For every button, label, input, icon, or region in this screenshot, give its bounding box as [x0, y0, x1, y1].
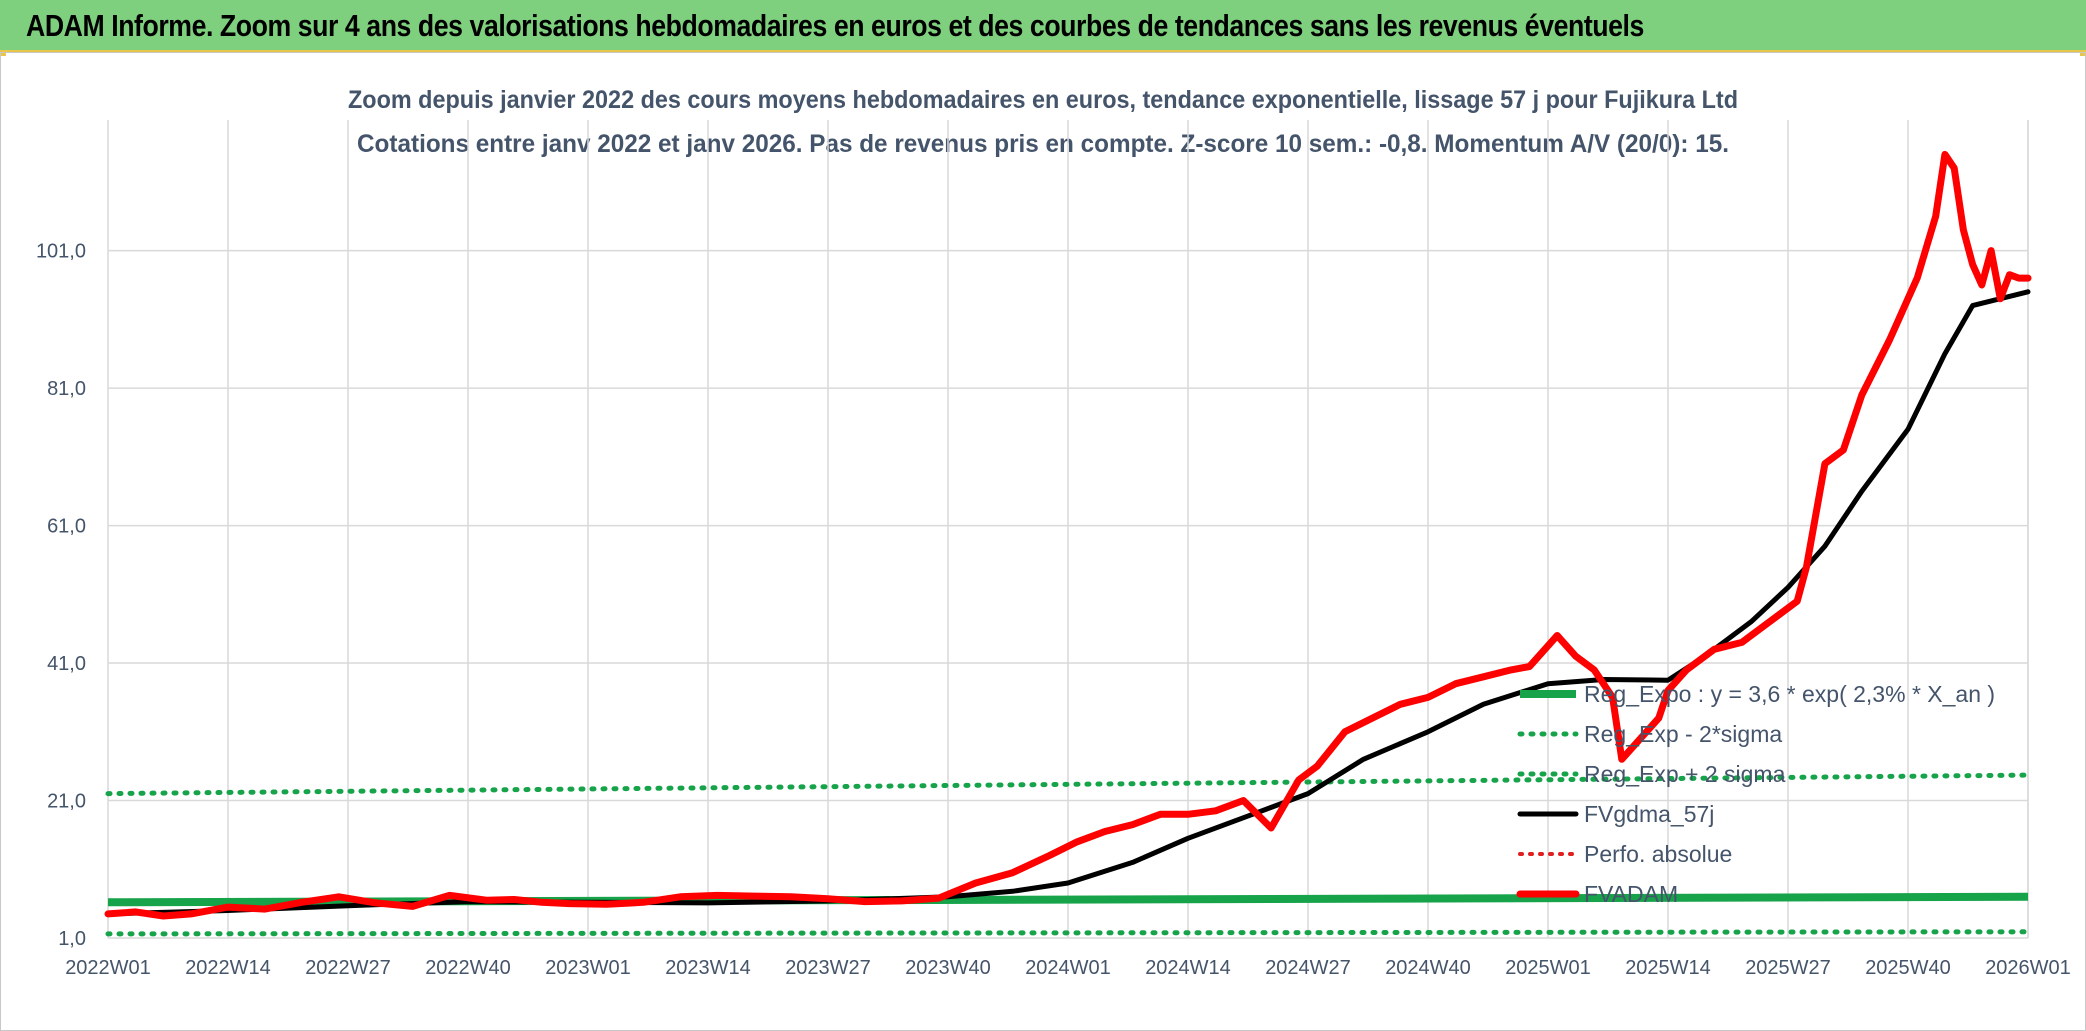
legend-label: Reg_Exp - 2*sigma: [1584, 721, 1782, 747]
series-line-2: [105, 772, 2031, 797]
x-tick-label: 2025W27: [1745, 957, 1831, 979]
legend-label: FVADAM: [1584, 881, 1678, 907]
y-tick-label: 21,0: [47, 791, 86, 813]
banner-accent-left: [0, 52, 6, 56]
series-line-1: [105, 929, 2031, 937]
banner-accent-right: [2080, 52, 2086, 56]
legend-label: Reg_Exp + 2 sigma: [1584, 761, 1786, 787]
series-line-5: [104, 150, 2032, 920]
report-banner: ADAM Informe. Zoom sur 4 ans des valoris…: [0, 0, 2086, 52]
x-tick-label: 2025W40: [1865, 957, 1951, 979]
x-tick-label: 2022W01: [65, 957, 151, 979]
y-tick-label: 101,0: [36, 241, 86, 263]
x-tick-label: 2025W01: [1505, 957, 1591, 979]
chart-title-line2: Cotations entre janv 2022 et janv 2026. …: [357, 130, 1729, 158]
x-tick-label: 2023W14: [665, 957, 751, 979]
x-tick-label: 2023W27: [785, 957, 871, 979]
y-tick-label: 61,0: [47, 516, 86, 538]
series-line-3: [105, 289, 2031, 917]
x-tick-label: 2026W01: [1985, 957, 2071, 979]
legend: Reg_Expo : y = 3,6 * exp( 2,3% * X_an ) R…: [1516, 681, 1995, 907]
x-tick-label: 2025W14: [1625, 957, 1711, 979]
series-group: [104, 150, 2032, 937]
legend-label: FVgdma_57j: [1584, 801, 1714, 827]
y-tick-label: 41,0: [47, 653, 86, 675]
grid-lines: [107, 120, 2029, 939]
legend-label: Reg_Expo : y = 3,6 * exp( 2,3% * X_an ): [1584, 681, 1995, 707]
axes-group: 1,0 21,0 41,0 61,0 81,0 101,0 2022W01 2022W14 20…: [36, 241, 2071, 979]
x-tick-label: 2024W40: [1385, 957, 1471, 979]
x-tick-label: 2022W27: [305, 957, 391, 979]
x-tick-label: 2023W01: [545, 957, 631, 979]
y-tick-label: 1,0: [58, 928, 86, 950]
y-tick-label: 81,0: [47, 378, 86, 400]
chart-title-line1: Zoom depuis janvier 2022 des cours moyen…: [348, 86, 1738, 114]
x-tick-label: 2024W14: [1145, 957, 1231, 979]
x-tick-label: 2023W40: [905, 957, 991, 979]
x-tick-label: 2024W01: [1025, 957, 1111, 979]
legend-label: Perfo. absolue: [1584, 841, 1732, 867]
report-title: ADAM Informe. Zoom sur 4 ans des valoris…: [26, 8, 1644, 43]
x-tick-label: 2022W14: [185, 957, 271, 979]
x-tick-label: 2022W40: [425, 957, 511, 979]
x-tick-label: 2024W27: [1265, 957, 1351, 979]
